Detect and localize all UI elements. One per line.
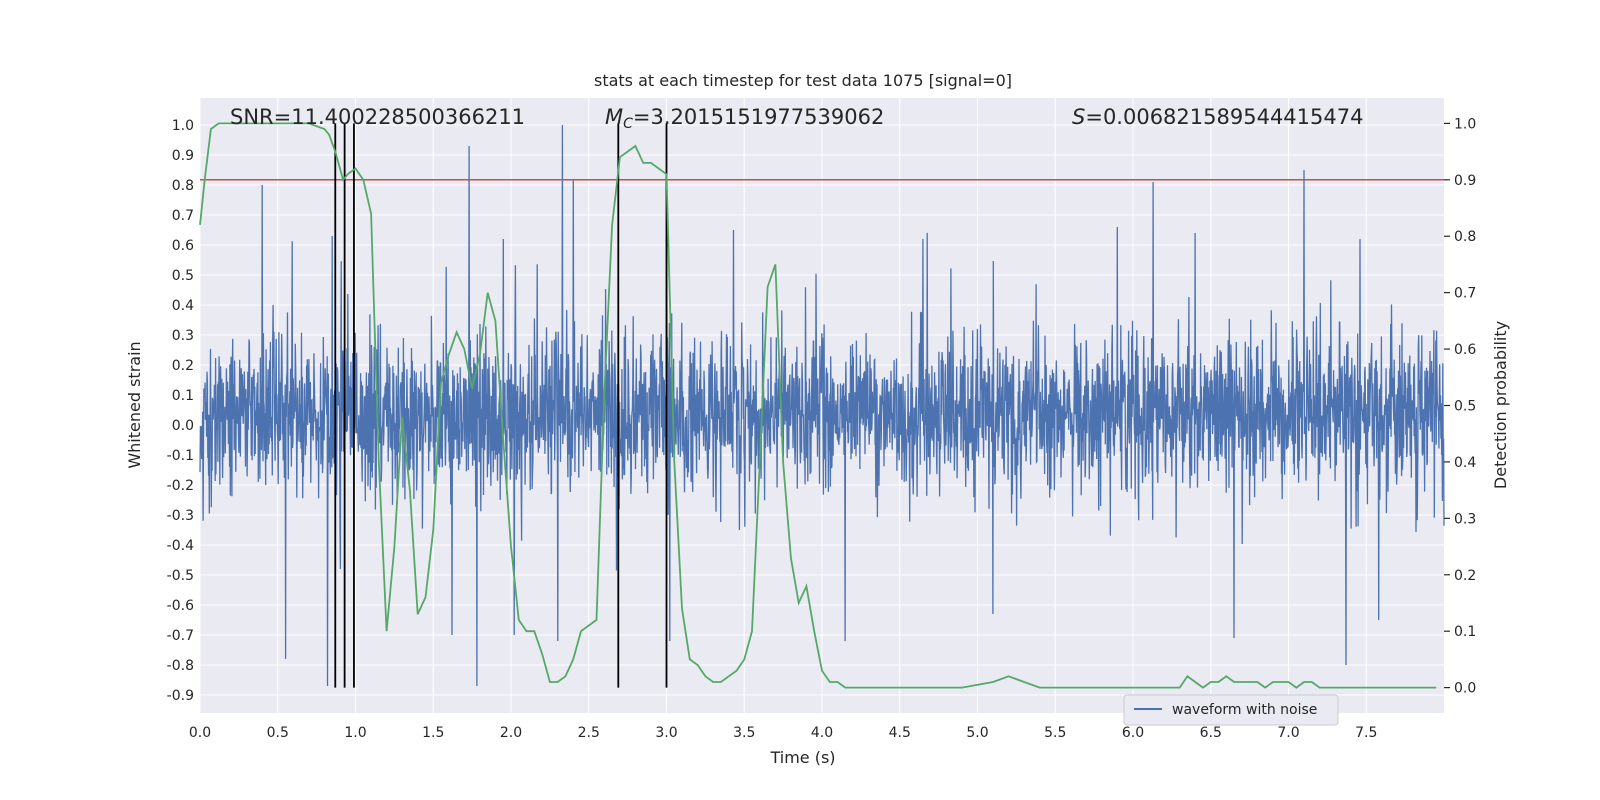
s-symbol: S (1072, 105, 1085, 129)
s-value: =0.006821589544415474 (1085, 105, 1363, 129)
y-tick-label: -0.2 (167, 478, 194, 494)
legend-entry: waveform with noise (1172, 702, 1317, 718)
x-tick-label: 1.0 (344, 725, 366, 741)
mc-subscript: C (623, 116, 633, 132)
y2-tick-label: 0.2 (1454, 568, 1476, 584)
y-tick-label: 0.8 (172, 178, 194, 194)
y2-tick-label: 0.9 (1454, 173, 1476, 189)
y2-tick-label: 0.0 (1454, 681, 1476, 697)
y2-tick-label: 0.5 (1454, 399, 1476, 415)
x-tick-label: 6.0 (1122, 725, 1144, 741)
y-tick-label: -0.3 (167, 508, 194, 524)
y-tick-label: -0.6 (167, 598, 194, 614)
y-tick-labels: -0.9 -0.8 -0.7 -0.6 -0.5 -0.4 -0.3 -0.2 -0.1 0.0 0… (167, 118, 194, 704)
chart-title: stats at each timestep for test data 107… (594, 71, 1012, 90)
y-tick-label: 0.5 (172, 268, 194, 284)
y-tick-label: -0.7 (167, 628, 194, 644)
noise-series (199, 124, 1445, 687)
y2-tick-label: 0.1 (1454, 624, 1476, 640)
y2-tick-label: 0.8 (1454, 229, 1476, 245)
y-tick-label: -0.5 (167, 568, 194, 584)
x-tick-label: 7.0 (1277, 725, 1299, 741)
y2-tick-labels: 0.0 0.1 0.2 0.3 0.4 0.5 0.6 0.7 0.8 0.9 1.0 (1444, 116, 1476, 697)
x-tick-label: 4.0 (811, 725, 833, 741)
y-tick-label: -0.4 (167, 538, 194, 554)
y2-tick-label: 0.6 (1454, 342, 1476, 358)
s-stat: S=0.006821589544415474 (1072, 105, 1363, 129)
y-tick-label: 0.9 (172, 148, 194, 164)
y2-tick-label: 1.0 (1454, 116, 1476, 132)
y2-tick-label: 0.3 (1454, 511, 1476, 527)
probability-line (199, 122, 1437, 689)
y-tick-label: 0.6 (172, 238, 194, 254)
x-axis-label: Time (s) (769, 748, 835, 767)
x-tick-label: 5.5 (1044, 725, 1066, 741)
x-tick-label: 0.0 (189, 725, 211, 741)
y2-tick-label: 0.7 (1454, 286, 1476, 302)
x-tick-label: 7.5 (1355, 725, 1377, 741)
y-tick-label: 1.0 (172, 118, 194, 134)
y-tick-label: 0.7 (172, 208, 194, 224)
y-tick-label: 0.1 (172, 388, 194, 404)
vertical-markers (334, 123, 668, 688)
x-tick-label: 3.0 (655, 725, 677, 741)
y-tick-label: -0.8 (167, 658, 194, 674)
x-tick-label: 0.5 (267, 725, 289, 741)
x-tick-label: 2.0 (500, 725, 522, 741)
y-tick-label: -0.9 (167, 688, 194, 704)
snr-stat: SNR=11.400228500366211 (230, 105, 525, 129)
y2-tick-label: 0.4 (1454, 455, 1476, 471)
x-tick-label: 2.5 (578, 725, 600, 741)
probability-series (199, 122, 1437, 689)
noise-waveform-line (199, 124, 1445, 687)
mc-symbol: M (605, 105, 623, 129)
y-axis-label: Whitened strain (125, 341, 144, 468)
y-tick-label: 0.4 (172, 298, 194, 314)
x-tick-label: 5.0 (966, 725, 988, 741)
y-tick-label: 0.3 (172, 328, 194, 344)
mc-stat: MC=3.2015151977539062 (605, 105, 884, 132)
x-tick-label: 6.5 (1200, 725, 1222, 741)
legend-box (1123, 694, 1339, 726)
legend: waveform with noise (1123, 694, 1339, 726)
x-tick-label: 3.5 (733, 725, 755, 741)
x-tick-labels: 0.0 0.5 1.0 1.5 2.0 2.5 3.0 3.5 4.0 4.5 5.0 5.5 6.0 6… (189, 725, 1378, 741)
y-tick-label: 0.2 (172, 358, 194, 374)
x-tick-label: 1.5 (422, 725, 444, 741)
y-tick-label: 0.0 (172, 418, 194, 434)
mc-value: =3.2015151977539062 (633, 105, 884, 129)
y2-axis-label: Detection probability (1491, 321, 1510, 489)
y-tick-label: -0.1 (167, 448, 194, 464)
x-tick-label: 4.5 (889, 725, 911, 741)
